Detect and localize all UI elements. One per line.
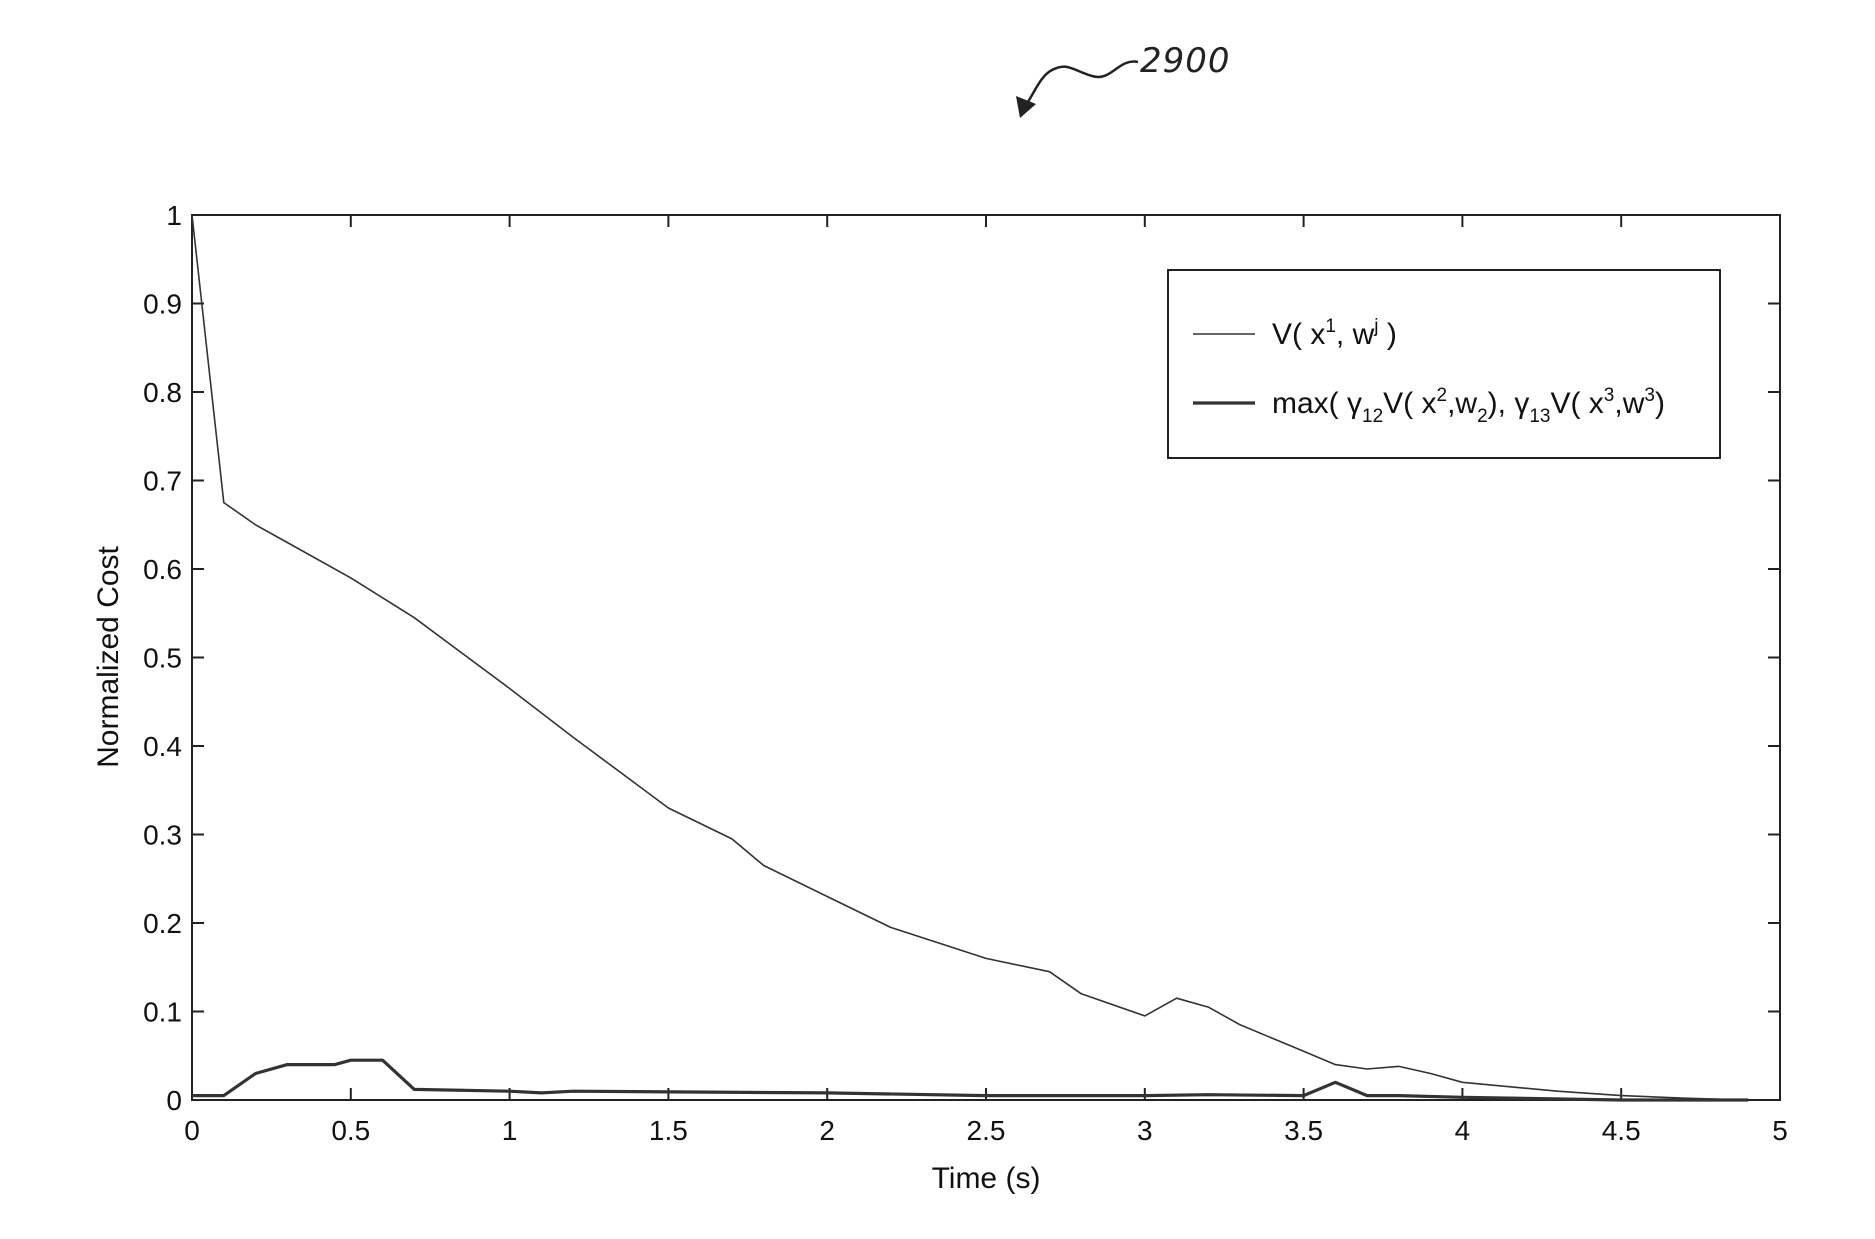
y-tick-label: 0.6 [143, 554, 182, 585]
x-tick-label: 3 [1137, 1115, 1153, 1146]
legend-box [1168, 270, 1720, 458]
y-tick-label: 0.1 [143, 997, 182, 1028]
reference-number: 2900 [1140, 41, 1231, 81]
y-tick-label: 0.3 [143, 820, 182, 851]
y-tick-label: 0.4 [143, 731, 182, 762]
y-tick-label: 0.9 [143, 289, 182, 320]
x-tick-label: 4 [1455, 1115, 1471, 1146]
y-tick-label: 0.8 [143, 377, 182, 408]
y-tick-label: 0.2 [143, 908, 182, 939]
reference-arrowhead [1016, 96, 1036, 118]
x-tick-label: 5 [1772, 1115, 1788, 1146]
y-tick-label: 0 [166, 1085, 182, 1116]
y-tick-label: 1 [166, 200, 182, 231]
y-tick-label: 0.7 [143, 466, 182, 497]
legend: V( x1, wj ) max( γ12V( x2,w2), γ13V( x3,… [1168, 270, 1720, 458]
x-tick-label: 3.5 [1284, 1115, 1323, 1146]
x-tick-label: 1.5 [649, 1115, 688, 1146]
reference-leader-line [1024, 62, 1138, 108]
x-axis-label: Time (s) [932, 1162, 1041, 1195]
x-tick-label: 2 [819, 1115, 835, 1146]
x-tick-label: 2.5 [967, 1115, 1006, 1146]
series-line-2 [192, 1060, 1748, 1100]
x-tick-label: 4.5 [1602, 1115, 1641, 1146]
y-tick-label: 0.5 [143, 643, 182, 674]
y-axis-label: Normalized Cost [92, 545, 125, 767]
x-tick-label: 0 [184, 1115, 200, 1146]
reference-callout: 2900 [1016, 41, 1231, 118]
x-tick-label: 0.5 [331, 1115, 370, 1146]
x-tick-label: 1 [502, 1115, 518, 1146]
